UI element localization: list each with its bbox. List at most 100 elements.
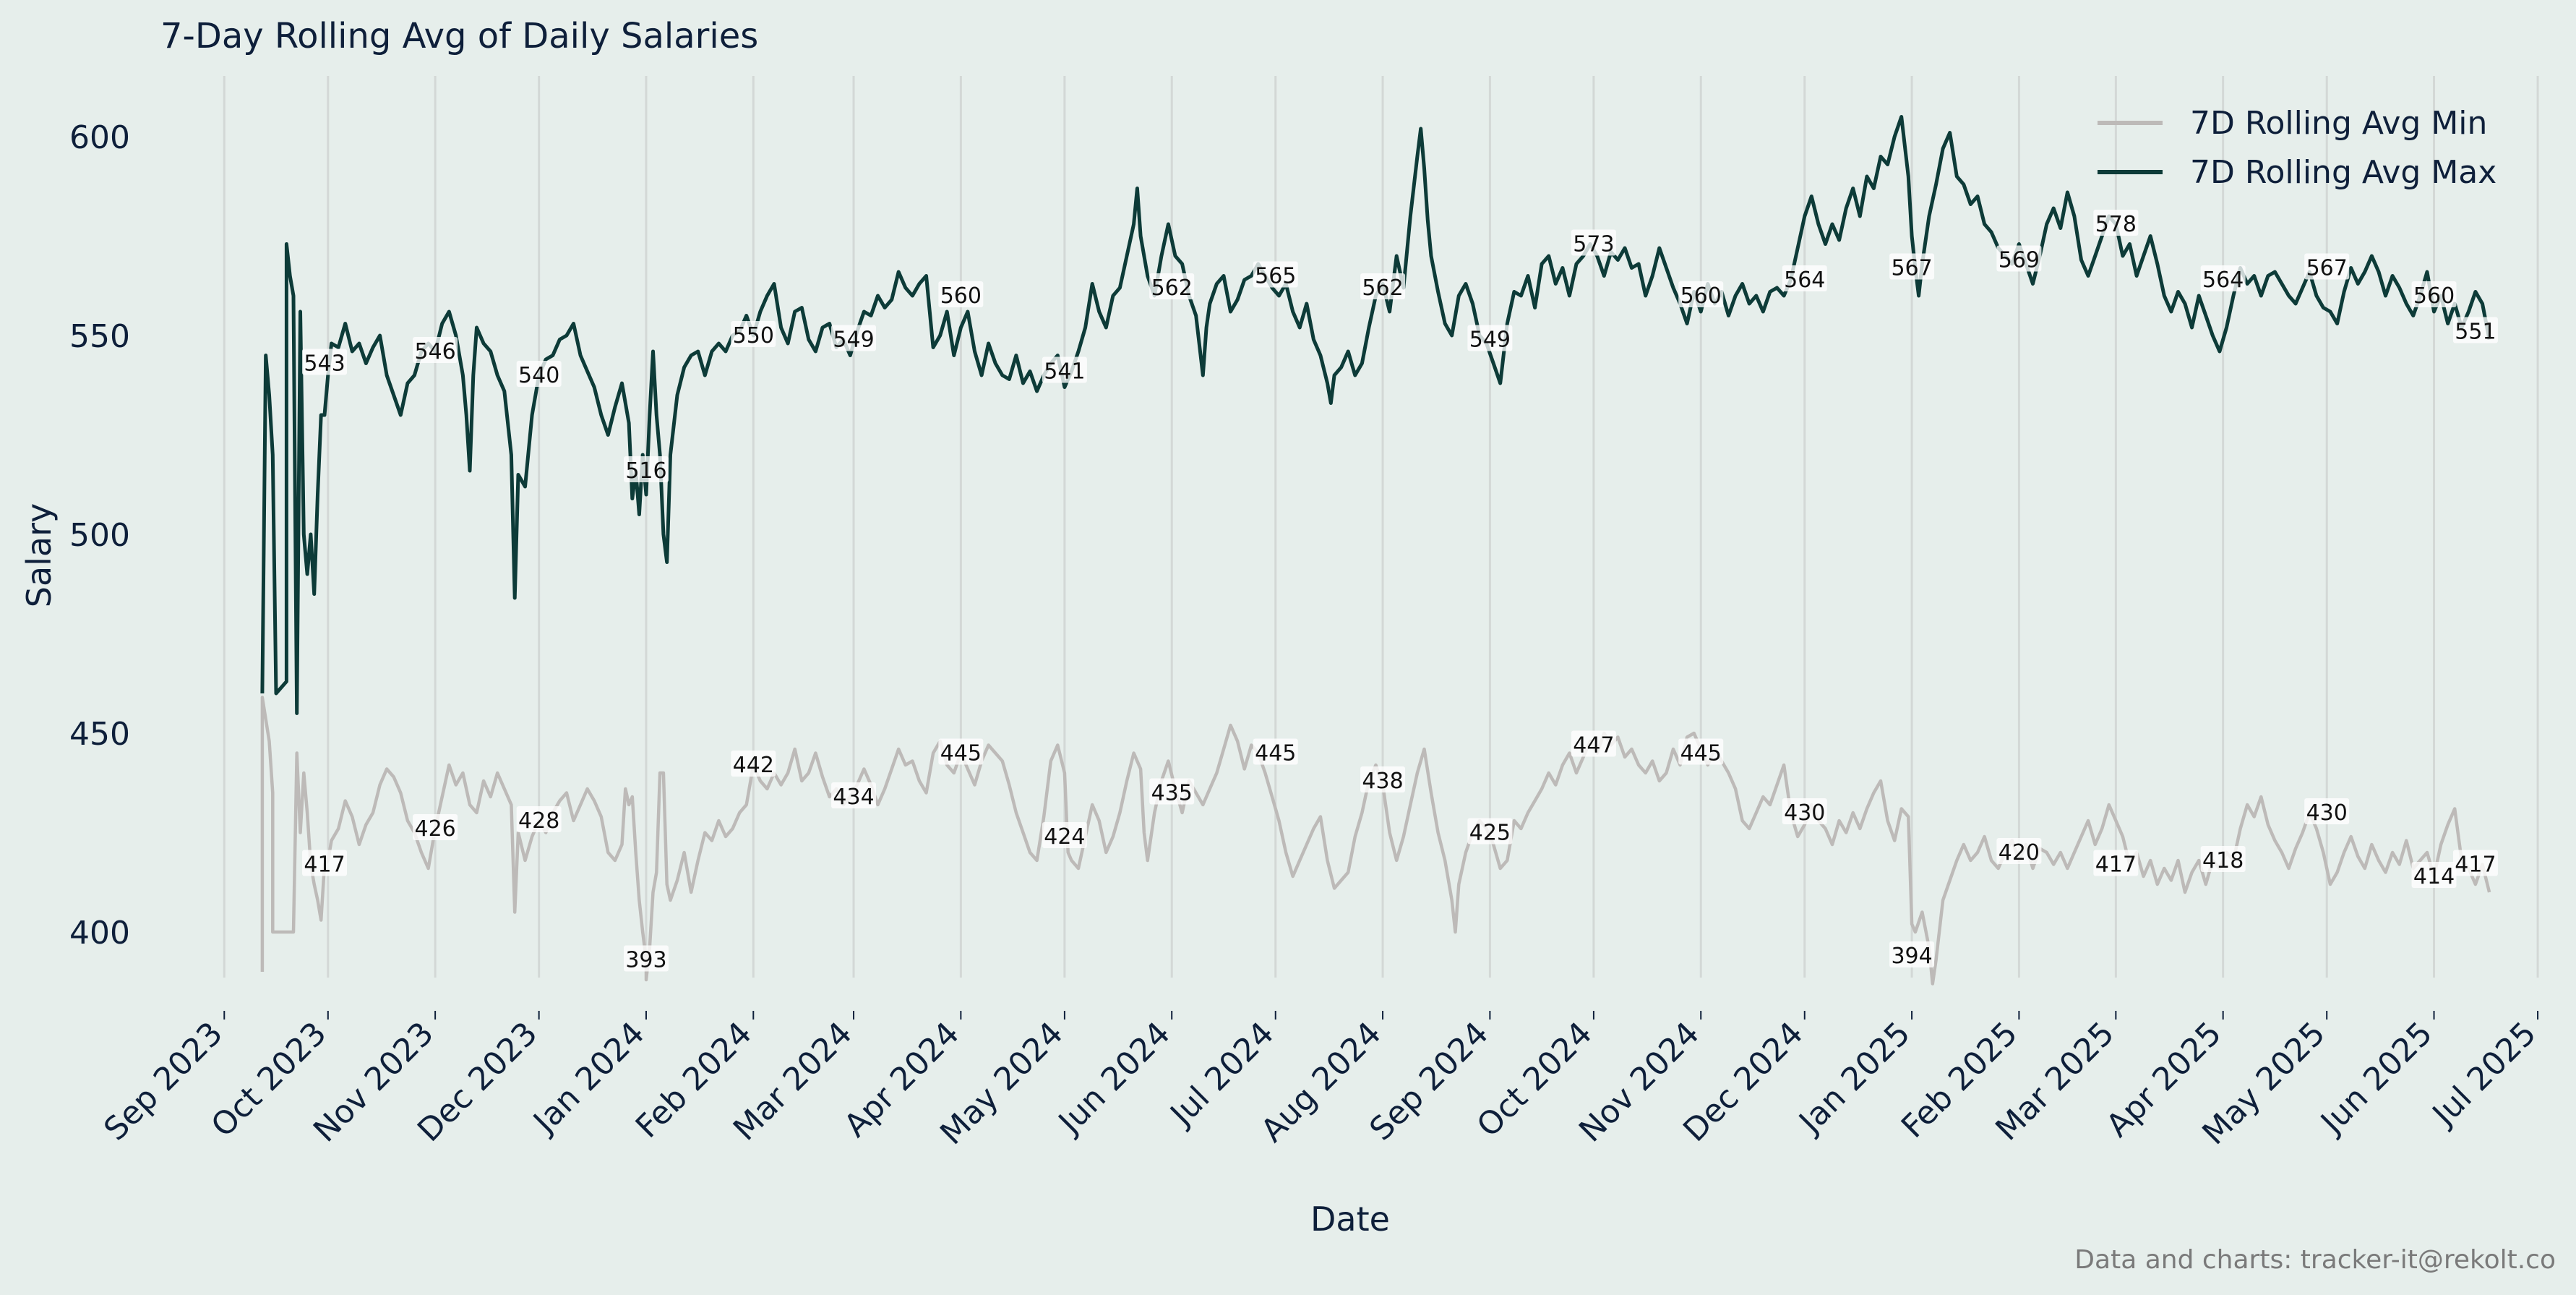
data-label: 562: [1151, 275, 1193, 301]
data-labels: 417 426 428 393 442 434 445 424 435 445 438 425 447 4…: [302, 210, 2498, 973]
data-label: 560: [1680, 283, 1722, 309]
data-label: 394: [1891, 944, 1932, 969]
data-label-box: [302, 850, 348, 876]
series-layer: [260, 115, 2491, 986]
data-label-box: [1253, 261, 1298, 288]
y-tick-label: 500: [69, 517, 130, 554]
y-axis-label: Salary: [20, 503, 59, 608]
data-label: 426: [414, 816, 455, 842]
data-label: 551: [2455, 320, 2496, 345]
data-label-box: [1889, 253, 1935, 280]
data-label-box: [1042, 356, 1087, 383]
legend-label-min: 7D Rolling Avg Min: [2190, 105, 2487, 142]
data-label: 540: [518, 363, 559, 388]
y-tick-label: 450: [69, 716, 130, 753]
legend-label-max: 7D Rolling Avg Max: [2190, 154, 2496, 191]
x-axis-label: Date: [1310, 1200, 1390, 1239]
data-label: 546: [414, 339, 455, 364]
data-label-box: [1996, 245, 2042, 272]
data-label-box: [731, 751, 776, 777]
y-tick-label: 400: [69, 915, 130, 952]
data-label: 549: [833, 328, 874, 353]
data-label: 445: [1680, 741, 1722, 766]
data-label: 549: [1469, 328, 1511, 353]
data-label: 573: [1573, 232, 1614, 257]
data-label: 430: [2306, 800, 2348, 826]
series-line-max: [260, 115, 2491, 715]
data-label-box: [1042, 822, 1087, 848]
data-label-box: [1253, 738, 1298, 765]
data-label: 418: [2202, 848, 2244, 873]
data-label-box: [831, 325, 877, 351]
data-label-box: [1996, 838, 2042, 864]
data-label-box: [516, 361, 562, 387]
data-label: 420: [1998, 840, 2040, 866]
data-label: 567: [1891, 256, 1932, 281]
data-label-box: [2093, 850, 2139, 876]
data-label: 417: [304, 852, 345, 878]
data-label: 442: [733, 753, 774, 778]
data-label-box: [2093, 210, 2139, 236]
data-label: 414: [2413, 864, 2455, 889]
data-label-box: [731, 321, 776, 347]
data-label: 425: [1469, 821, 1511, 846]
y-tick-label: 600: [69, 119, 130, 156]
data-label: 560: [940, 283, 982, 309]
data-label-box: [2200, 265, 2246, 291]
data-label: 447: [1573, 733, 1614, 758]
y-tick-label: 550: [69, 318, 130, 355]
data-label-box: [1889, 941, 1935, 967]
grid-lines: [223, 76, 2539, 978]
data-label-box: [1782, 265, 1827, 291]
data-label: 562: [1362, 275, 1403, 301]
data-label: 569: [1998, 248, 2040, 273]
data-label-box: [1678, 738, 1724, 765]
data-label: 565: [1255, 264, 1296, 289]
data-label: 564: [1784, 268, 1825, 293]
data-label: 567: [2306, 256, 2348, 281]
data-label-box: [1149, 273, 1195, 299]
data-label: 417: [2095, 852, 2137, 878]
data-label: 516: [625, 458, 666, 484]
data-label-box: [938, 738, 984, 765]
data-label-box: [1571, 730, 1616, 757]
data-label-box: [2452, 317, 2498, 343]
data-label-box: [1678, 281, 1724, 307]
data-label: 435: [1151, 781, 1193, 806]
data-label: 424: [1044, 824, 1085, 850]
data-label: 541: [1044, 359, 1085, 385]
data-label: 560: [2413, 283, 2455, 309]
data-label: 417: [2455, 852, 2496, 878]
data-label-box: [1360, 766, 1406, 792]
data-label: 445: [1255, 741, 1296, 766]
data-label: 434: [833, 785, 874, 810]
data-label: 578: [2095, 212, 2137, 237]
data-label-box: [938, 281, 984, 307]
data-label-box: [1571, 229, 1616, 256]
data-label-box: [2200, 846, 2246, 872]
data-label-box: [1360, 273, 1406, 299]
data-label-box: [1467, 818, 1513, 845]
data-label-box: [2304, 253, 2350, 280]
data-label: 550: [733, 323, 774, 349]
data-label-box: [516, 806, 562, 832]
data-label-box: [413, 337, 458, 363]
credit-text: Data and charts: tracker-it@rekolt.co: [2074, 1245, 2556, 1275]
data-label: 393: [625, 948, 666, 973]
data-label-box: [1782, 798, 1827, 824]
y-axis: 400 450 500 550 600: [69, 119, 130, 952]
data-label-box: [2304, 798, 2350, 824]
data-label: 428: [518, 808, 559, 834]
data-label: 430: [1784, 800, 1825, 826]
data-label-box: [413, 814, 458, 840]
data-label-box: [2452, 850, 2498, 876]
data-label-box: [1149, 778, 1195, 805]
data-label: 438: [1362, 769, 1403, 794]
legend: 7D Rolling Avg Min 7D Rolling Avg Max: [2098, 105, 2496, 191]
data-label-box: [623, 945, 669, 972]
data-label-box: [623, 456, 669, 482]
data-label-box: [2411, 862, 2457, 888]
data-label-box: [2411, 281, 2457, 307]
